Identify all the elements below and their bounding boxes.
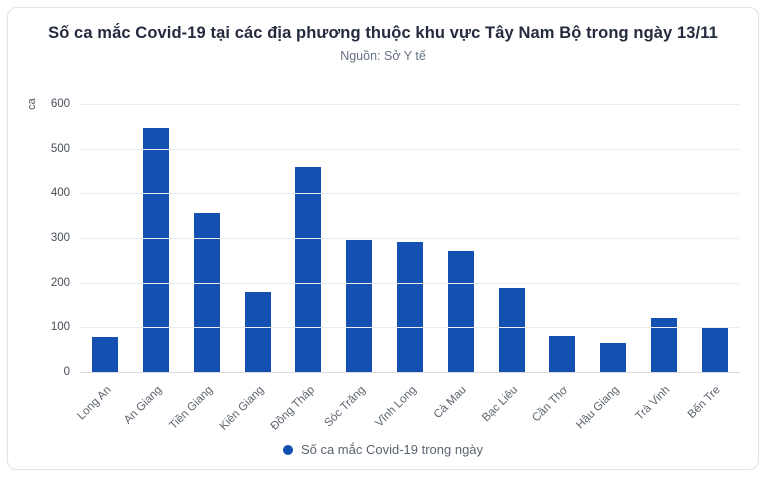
y-tick-label: 400 (50, 187, 70, 200)
legend-dot-icon (282, 444, 293, 455)
x-label-slot: Trà Vinh (634, 376, 689, 438)
bar-Bến Tre[interactable] (701, 328, 728, 372)
x-label-slot: Cà Mau (432, 376, 486, 438)
legend-label: Số ca mắc Covid-19 trong ngày (300, 442, 484, 457)
y-tick-label: 500 (50, 142, 70, 155)
bar-slot (80, 104, 131, 372)
bar-slot (283, 104, 334, 372)
bar-slot (486, 104, 537, 372)
bar-slot (182, 104, 233, 372)
x-axis-label: Trà Vinh (633, 384, 673, 423)
bar-Cà Mau[interactable] (447, 251, 474, 372)
x-label-slot: Long An (76, 376, 131, 438)
x-label-slot: Sóc Trăng (322, 376, 385, 438)
y-axis-ticks: 600 500 400 300 200 100 0 (8, 98, 70, 378)
bar-Long An[interactable] (92, 337, 119, 372)
y-tick-label: 100 (50, 321, 70, 334)
x-label-slot: Bạc Liêu (480, 376, 537, 438)
bar-slot (334, 104, 385, 372)
chart-subtitle: Nguồn: Sở Y tế (340, 49, 426, 63)
x-axis-label: Cà Mau (432, 384, 470, 421)
bar-Hậu Giang[interactable] (600, 342, 627, 372)
plot-area (80, 104, 740, 373)
gridline (80, 104, 740, 105)
x-label-slot: Đồng Tháp (268, 376, 334, 438)
bar-slot (588, 104, 639, 372)
bar-An Giang[interactable] (143, 127, 170, 372)
bar-slot (232, 104, 283, 372)
x-axis-labels: Long An An Giang Tiền Giang Kiên Giang Đồng … (76, 376, 740, 438)
bar-Bạc Liêu[interactable] (498, 288, 525, 372)
chart-card: Số ca mắc Covid-19 tại các địa phương th… (7, 7, 759, 470)
bar-Vĩnh Long[interactable] (396, 242, 423, 372)
x-label-slot: Hậu Giang (574, 376, 639, 438)
bar-slot (689, 104, 740, 372)
bar-slot (131, 104, 182, 372)
legend[interactable]: Số ca mắc Covid-19 trong ngày (8, 442, 758, 457)
bar-Sóc Trăng[interactable] (346, 240, 373, 372)
bar-Tiền Giang[interactable] (193, 213, 220, 372)
gridline (80, 148, 740, 150)
bar-Kiên Giang[interactable] (244, 291, 271, 372)
y-tick-label: 600 (50, 98, 70, 110)
bar-slot (385, 104, 436, 372)
y-tick-label: 300 (50, 232, 70, 244)
y-tick-label: 0 (63, 366, 70, 378)
gridline (80, 327, 740, 329)
x-axis-label: Bến Tre (686, 384, 724, 421)
bar-Đồng Tháp[interactable] (295, 167, 322, 372)
gridline (80, 282, 740, 284)
bar-slot (435, 104, 486, 372)
x-label-slot: Bến Tre (686, 376, 740, 438)
x-axis-label: Bạc Liêu (479, 384, 521, 425)
gridline (80, 193, 740, 195)
x-label-slot: Vĩnh Long (373, 376, 436, 438)
bar-series (80, 104, 740, 372)
x-axis-label: Cần Thơ (530, 384, 571, 425)
gridline (80, 238, 740, 239)
chart-title: Số ca mắc Covid-19 tại các địa phương th… (48, 24, 718, 42)
x-axis-label: Long An (75, 384, 114, 423)
bar-slot (537, 104, 588, 372)
y-tick-label: 200 (50, 276, 70, 289)
bar-Cần Thơ[interactable] (549, 336, 576, 372)
